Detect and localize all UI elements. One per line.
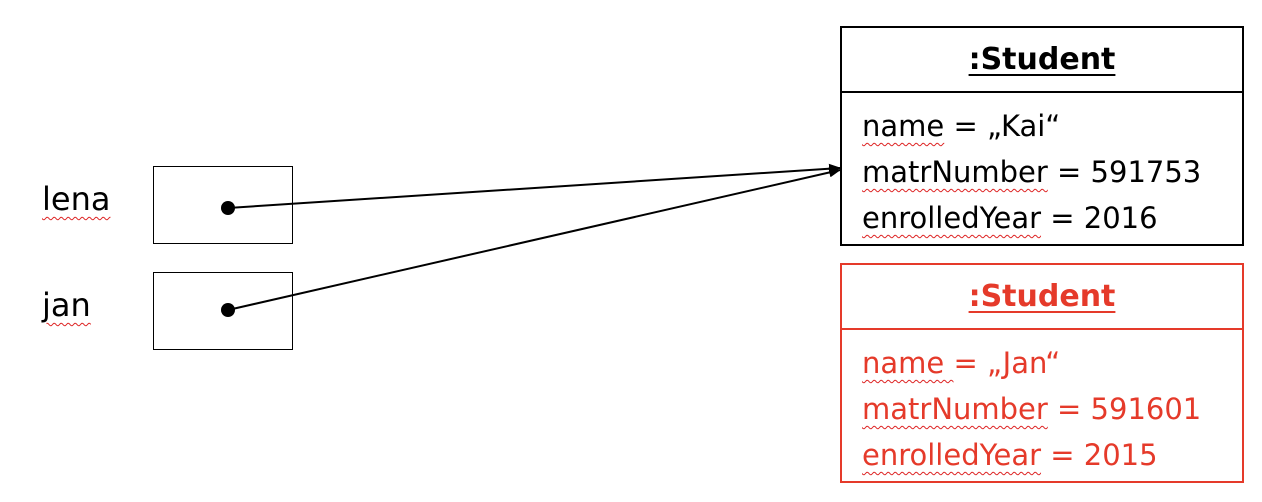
attribute-enrolled-year: enrolledYear = 2016: [862, 201, 1158, 235]
variable-label-lena: lena: [42, 180, 111, 218]
variable-box-lena: [153, 166, 293, 244]
variable-box-jan: [153, 272, 293, 350]
object-attributes: name = „Kai“ matrNumber = 591753 enrolle…: [842, 93, 1242, 241]
attribute-matr-number: matrNumber = 591601: [862, 392, 1202, 426]
student-object-kai: :Student name = „Kai“ matrNumber = 59175…: [840, 26, 1244, 246]
object-title: :Student: [842, 265, 1242, 330]
attribute-enrolled-year: enrolledYear = 2015: [862, 438, 1158, 472]
object-attributes: name = „Jan“ matrNumber = 591601 enrolle…: [842, 330, 1242, 478]
attribute-matr-number: matrNumber = 591753: [862, 155, 1202, 189]
object-title: :Student: [842, 28, 1242, 93]
student-object-jan: :Student name = „Jan“ matrNumber = 59160…: [840, 263, 1244, 483]
attribute-name: name = „Kai“: [862, 109, 1061, 143]
reference-arrow-jan: [227, 167, 841, 311]
attribute-name: name = „Jan“: [862, 346, 1061, 380]
variable-label-jan: jan: [42, 286, 91, 324]
reference-arrow-lena: [227, 163, 841, 209]
